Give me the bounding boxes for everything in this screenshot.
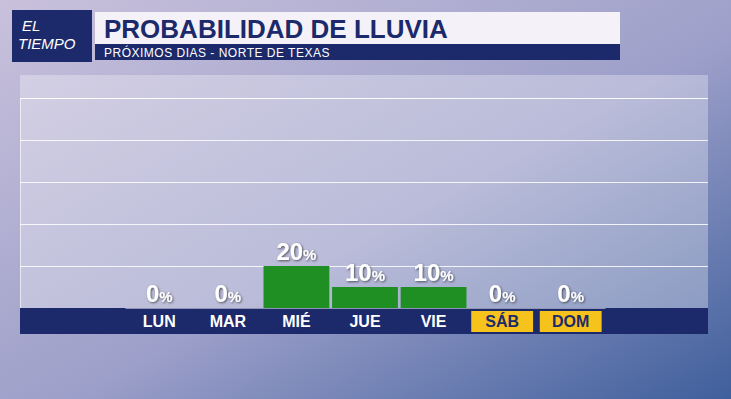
x-tick: JUE: [349, 308, 380, 330]
bar: [538, 308, 604, 309]
weekend-highlight: [471, 311, 533, 332]
y-tick: [20, 182, 708, 183]
x-tick: MIÉ: [282, 308, 311, 330]
y-tick: [20, 140, 708, 141]
x-tick: DOM: [552, 308, 589, 330]
grid-line: [20, 224, 708, 225]
x-tick-label: DOM: [552, 313, 589, 330]
x-tick: VIE: [421, 308, 447, 330]
x-tick-label: LUN: [143, 313, 176, 330]
subtitle-box: [95, 44, 620, 60]
x-tick: LUN: [143, 308, 176, 330]
grid-line: [20, 140, 708, 141]
logo-text: ELTIEMPO: [18, 17, 76, 52]
y-axis-line: [21, 99, 709, 309]
subtitle: PRÓXIMOS DIAS - NORTE DE TEXAS: [104, 45, 330, 60]
x-axis: LUN MAR MIÉ JUE VIE SÁB DOM: [126, 308, 606, 330]
background: [0, 0, 731, 399]
data-labels: 0% 0% 20% 10% 10% 0% 0%: [146, 238, 584, 307]
x-tick-label: MIÉ: [282, 312, 311, 330]
bar: [264, 266, 330, 308]
data-label: 0%: [215, 280, 242, 307]
y-tick: [20, 98, 708, 99]
weekend-highlight: [540, 311, 602, 332]
data-label: 10%: [414, 259, 454, 286]
bar: [195, 308, 261, 309]
bar: [126, 308, 192, 309]
x-tick-label: MAR: [210, 313, 247, 330]
logo: ELTIEMPO: [12, 10, 92, 62]
data-label: 0%: [557, 280, 584, 307]
data-label: 0%: [146, 280, 173, 307]
chart-svg: ELTIEMPO PROBABILIDAD DE LLUVIAPRÓXIMOS D…: [0, 0, 731, 399]
x-axis-line: [126, 308, 606, 309]
data-label: 20%: [276, 238, 316, 265]
grid-line: [20, 98, 708, 99]
x-tick: SÁB: [485, 308, 519, 330]
data-label: 10%: [345, 259, 385, 286]
y-axis: [20, 99, 708, 309]
bar: [401, 287, 467, 308]
x-tick: MAR: [210, 308, 247, 330]
title: PROBABILIDAD DE LLUVIA: [104, 14, 448, 44]
x-tick-label: VIE: [421, 313, 447, 330]
bar: [332, 287, 398, 308]
x-axis-band: [20, 308, 708, 334]
title-box: [95, 12, 620, 44]
x-tick-label: SÁB: [485, 312, 519, 330]
data-label: 0%: [489, 280, 516, 307]
logo-box: [12, 10, 92, 62]
plot-panel: [20, 75, 708, 308]
bar: [469, 308, 535, 309]
y-tick: [20, 224, 708, 225]
grid-line: [20, 182, 708, 183]
x-tick-label: JUE: [349, 313, 380, 330]
